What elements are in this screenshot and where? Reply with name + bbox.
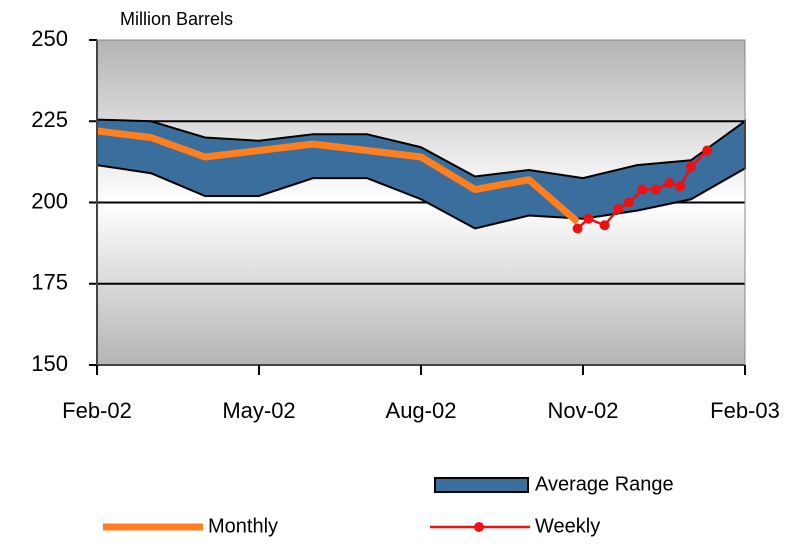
legend-marker [474,522,484,532]
x-tick-label: Feb-02 [62,398,132,423]
legend-swatch [434,477,529,493]
legend-label: Average Range [535,473,674,495]
point [686,161,696,172]
y-tick-label: 200 [31,188,68,213]
x-tick-label: Aug-02 [386,398,457,423]
point [599,220,610,231]
point [637,184,648,195]
point [623,197,634,208]
x-tick-label: Feb-03 [710,398,780,423]
y-tick-label: 250 [31,26,68,51]
y-tick-label: 225 [31,107,68,132]
point [664,178,675,188]
legend-label: Weekly [535,515,600,537]
point [613,204,624,214]
point [650,184,661,195]
legend-label: Monthly [208,515,278,537]
x-tick-label: May-02 [222,398,295,423]
point [572,223,583,234]
point [675,181,686,192]
point [702,145,713,156]
unit-label: Million Barrels [120,9,233,29]
series-line [96,127,580,225]
y-tick-label: 150 [31,351,68,376]
point [583,213,594,224]
x-tick-label: Nov-02 [548,398,619,423]
y-tick-label: 175 [31,270,68,295]
